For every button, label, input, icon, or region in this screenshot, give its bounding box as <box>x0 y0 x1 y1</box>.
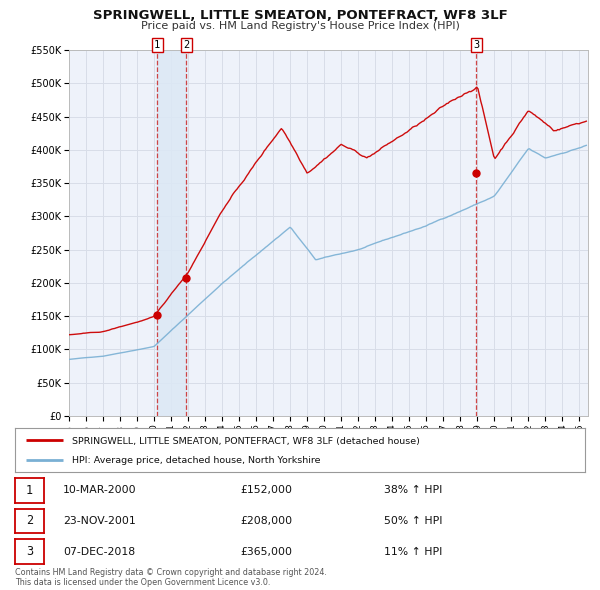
Text: SPRINGWELL, LITTLE SMEATON, PONTEFRACT, WF8 3LF: SPRINGWELL, LITTLE SMEATON, PONTEFRACT, … <box>92 9 508 22</box>
Text: 1: 1 <box>26 484 33 497</box>
Text: 1: 1 <box>154 40 160 50</box>
Bar <box>157 50 187 416</box>
Text: £208,000: £208,000 <box>240 516 292 526</box>
Text: 11% ↑ HPI: 11% ↑ HPI <box>384 547 442 556</box>
Text: SPRINGWELL, LITTLE SMEATON, PONTEFRACT, WF8 3LF (detached house): SPRINGWELL, LITTLE SMEATON, PONTEFRACT, … <box>72 437 420 445</box>
Text: 50% ↑ HPI: 50% ↑ HPI <box>384 516 443 526</box>
Text: 23-NOV-2001: 23-NOV-2001 <box>63 516 136 526</box>
Text: 07-DEC-2018: 07-DEC-2018 <box>63 547 135 556</box>
Text: 2: 2 <box>183 40 190 50</box>
Text: 38% ↑ HPI: 38% ↑ HPI <box>384 486 442 495</box>
Text: 3: 3 <box>26 545 33 558</box>
Text: Price paid vs. HM Land Registry's House Price Index (HPI): Price paid vs. HM Land Registry's House … <box>140 21 460 31</box>
Text: £152,000: £152,000 <box>240 486 292 495</box>
Text: 10-MAR-2000: 10-MAR-2000 <box>63 486 137 495</box>
Text: £365,000: £365,000 <box>240 547 292 556</box>
Text: HPI: Average price, detached house, North Yorkshire: HPI: Average price, detached house, Nort… <box>72 456 320 465</box>
Text: Contains HM Land Registry data © Crown copyright and database right 2024.
This d: Contains HM Land Registry data © Crown c… <box>15 568 327 587</box>
Text: 3: 3 <box>473 40 479 50</box>
Text: 2: 2 <box>26 514 33 527</box>
